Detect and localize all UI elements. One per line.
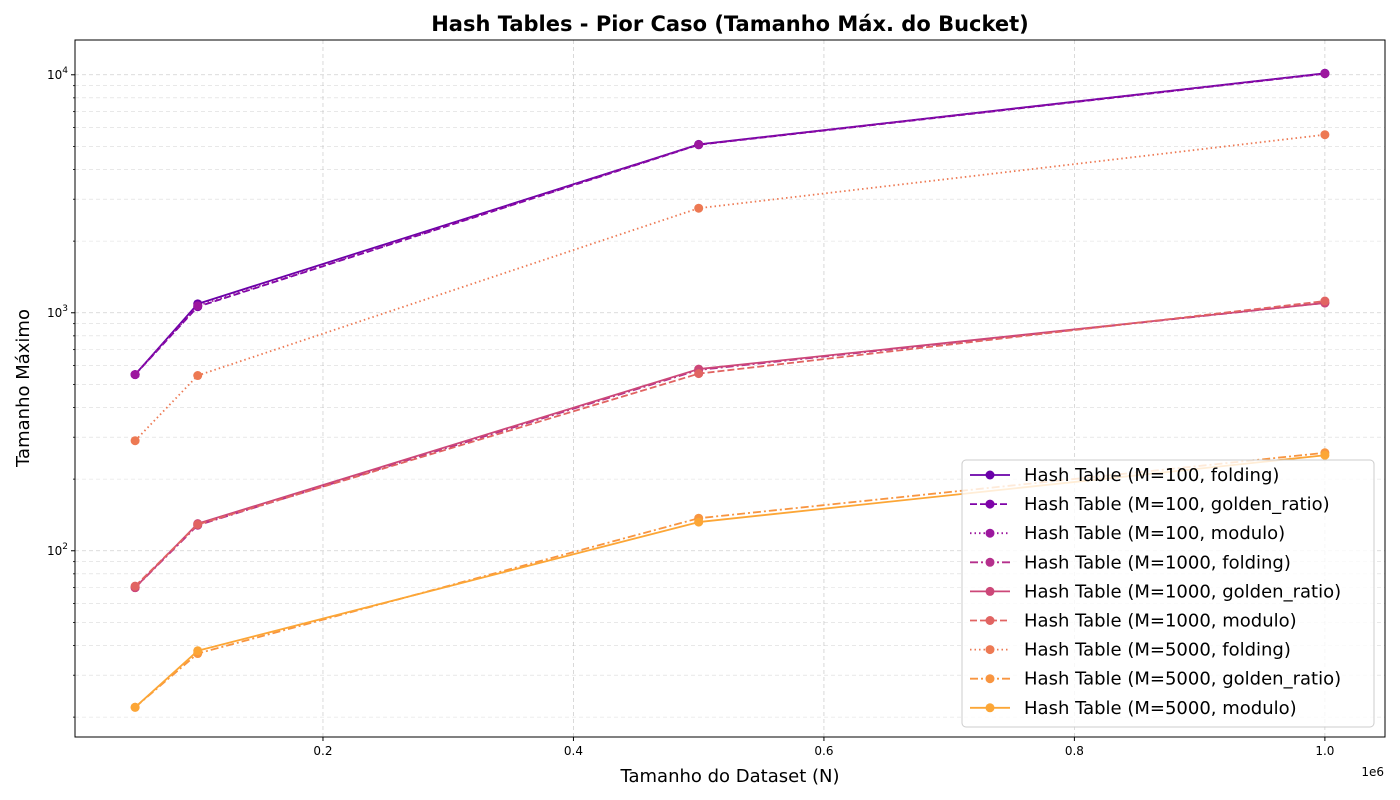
data-point — [193, 519, 203, 529]
x-tick-label: 1.0 — [1315, 744, 1334, 758]
legend-swatch-marker — [985, 470, 995, 480]
data-point — [694, 140, 704, 150]
data-point — [130, 581, 140, 591]
legend-item: Hash Table (M=5000, modulo) — [970, 698, 1297, 719]
legend-swatch-marker — [985, 616, 995, 625]
legend-label: Hash Table (M=1000, folding) — [1024, 552, 1291, 573]
legend-item: Hash Table (M=1000, modulo) — [970, 611, 1297, 632]
legend-items: Hash Table (M=100, folding) Hash Table (M… — [970, 465, 1341, 719]
tick-layer: 0.2 0.4 0.6 0.8 1.0 102 103 104 — [47, 66, 1334, 758]
legend-label: Hash Table (M=100, modulo) — [1024, 523, 1285, 544]
legend-swatch-marker — [985, 499, 995, 509]
data-point — [193, 301, 203, 311]
data-point — [1320, 130, 1330, 140]
legend-label: Hash Table (M=100, folding) — [1024, 465, 1279, 486]
x-offset-label: 1e6 — [1361, 765, 1384, 779]
data-point — [694, 203, 704, 213]
chart-title: Hash Tables - Pior Caso (Tamanho Máx. do… — [431, 12, 1029, 36]
series-line — [134, 72, 1325, 376]
series-line — [134, 300, 1325, 587]
data-point — [1320, 69, 1330, 79]
data-point — [1320, 450, 1330, 460]
legend-label: Hash Table (M=1000, golden_ratio) — [1024, 581, 1341, 602]
legend-item: Hash Table (M=1000, folding) — [970, 552, 1291, 573]
x-axis-label: Tamanho do Dataset (N) — [619, 766, 839, 787]
series-line — [134, 133, 1325, 442]
y-tick-label: 102 — [47, 542, 68, 558]
legend-swatch-marker — [985, 557, 995, 567]
plot-area: 0.2 0.4 0.6 0.8 1.0 102 103 104 — [47, 39, 1386, 758]
legend-item: Hash Table (M=5000, folding) — [970, 640, 1291, 661]
y-tick-label: 103 — [47, 304, 68, 320]
legend-item: Hash Table (M=5000, golden_ratio) — [970, 669, 1341, 690]
legend-item: Hash Table (M=100, modulo) — [970, 523, 1285, 544]
data-point — [694, 517, 704, 527]
grid-layer — [75, 40, 1385, 737]
x-tick-label: 0.4 — [564, 744, 583, 758]
y-tick-label: 104 — [47, 66, 68, 82]
x-tick-label: 0.6 — [814, 744, 833, 758]
legend-label: Hash Table (M=5000, folding) — [1024, 640, 1291, 661]
legend-item: Hash Table (M=100, golden_ratio) — [970, 494, 1330, 515]
legend-label: Hash Table (M=5000, golden_ratio) — [1024, 669, 1341, 690]
legend-label: Hash Table (M=1000, modulo) — [1024, 611, 1297, 632]
data-point — [130, 702, 140, 712]
data-point — [694, 369, 704, 379]
legend-item: Hash Table (M=1000, golden_ratio) — [970, 581, 1341, 602]
data-point — [130, 436, 140, 446]
data-point — [193, 371, 203, 381]
series-layer — [130, 68, 1330, 712]
legend-swatch-marker — [985, 703, 995, 713]
data-point — [130, 370, 140, 380]
legend-swatch-marker — [985, 645, 995, 655]
x-tick-label: 0.8 — [1065, 744, 1084, 758]
legend-swatch-marker — [985, 674, 995, 684]
series-6 — [130, 130, 1330, 446]
legend-swatch-marker — [985, 586, 995, 596]
legend-item: Hash Table (M=100, folding) — [970, 465, 1279, 486]
series-2 — [130, 69, 1330, 380]
series-5 — [130, 296, 1330, 591]
y-axis-label: Tamanho Máximo — [13, 309, 34, 468]
legend-frame — [961, 459, 1375, 728]
legend-label: Hash Table (M=100, golden_ratio) — [1024, 494, 1330, 515]
data-point — [193, 646, 203, 656]
legend-label: Hash Table (M=5000, modulo) — [1024, 698, 1297, 719]
legend-swatch-marker — [985, 528, 995, 538]
plot-frame — [74, 39, 1386, 738]
x-tick-label: 0.2 — [313, 744, 332, 758]
data-point — [1320, 296, 1330, 306]
legend: Hash Table (M=100, folding) Hash Table (M… — [961, 459, 1375, 728]
